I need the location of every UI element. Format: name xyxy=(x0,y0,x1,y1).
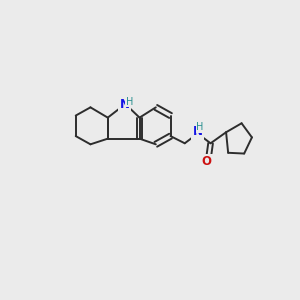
Text: N: N xyxy=(120,98,130,110)
Text: H: H xyxy=(196,122,204,132)
Text: N: N xyxy=(193,125,203,139)
Text: O: O xyxy=(202,155,212,168)
Text: H: H xyxy=(125,97,133,107)
